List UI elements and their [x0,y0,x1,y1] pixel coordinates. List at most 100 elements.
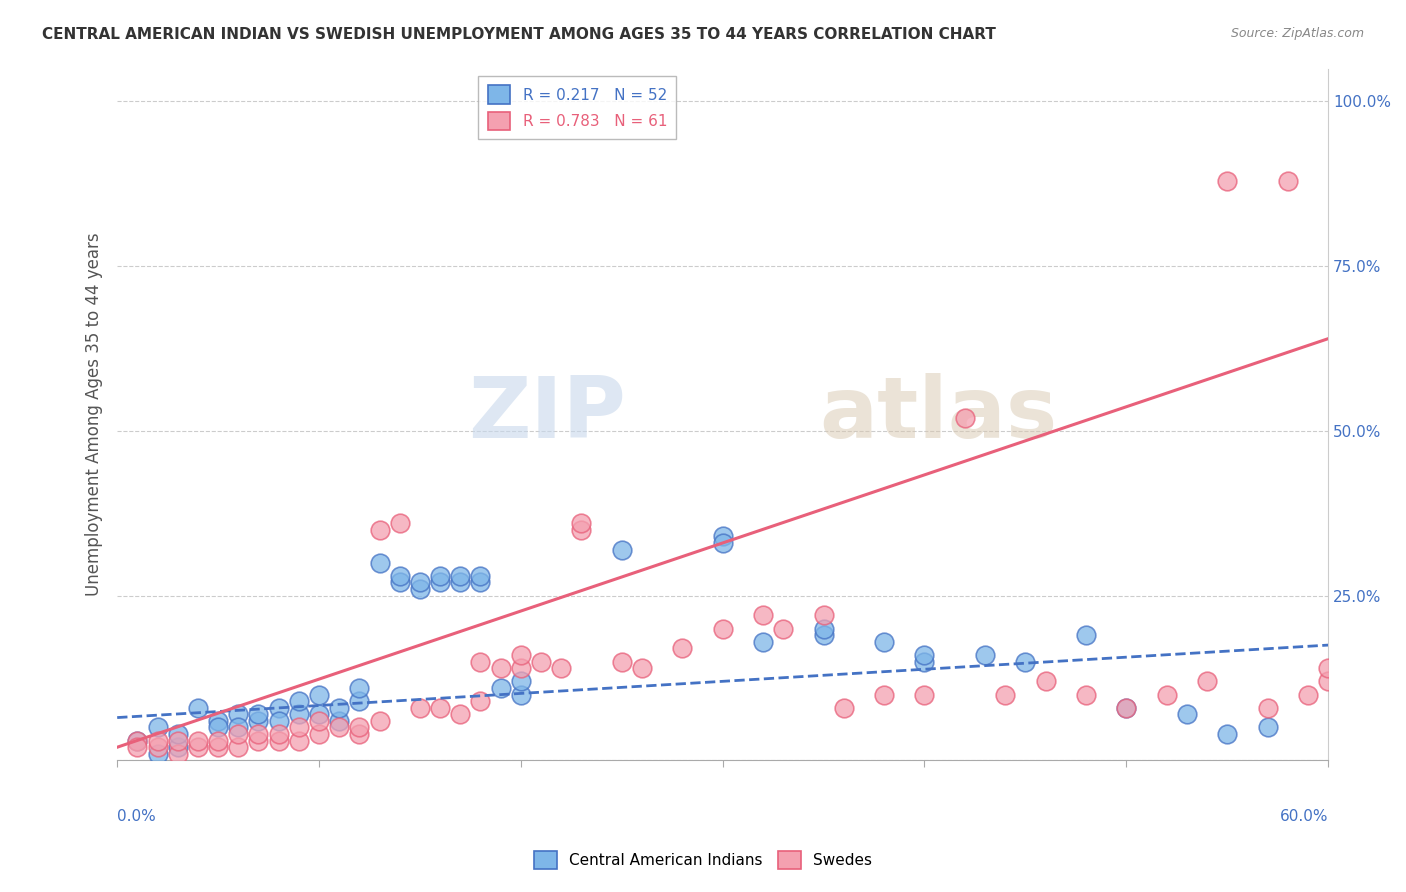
Point [127,733,149,747]
Point [509,688,531,702]
Point [1317,661,1340,675]
Point [914,655,936,669]
Point [146,733,169,747]
Point [873,634,896,648]
Legend: Central American Indians, Swedes: Central American Indians, Swedes [527,845,879,875]
Point [711,529,734,543]
Point [226,727,249,741]
Point [550,661,572,675]
Point [127,740,149,755]
Point [610,542,633,557]
Point [166,747,188,761]
Point [207,714,229,728]
Point [146,740,169,755]
Point [288,707,311,722]
Point [671,641,693,656]
Point [449,569,471,583]
Point [1035,674,1057,689]
Point [187,740,209,755]
Point [267,733,290,747]
Point [914,688,936,702]
Point [308,714,330,728]
Point [166,733,188,747]
Text: atlas: atlas [820,373,1057,456]
Point [409,582,432,596]
Point [349,721,371,735]
Point [349,694,371,708]
Point [409,700,432,714]
Point [1317,674,1340,689]
Point [207,721,229,735]
Point [1216,727,1239,741]
Point [267,714,290,728]
Point [974,648,997,662]
Text: ZIP: ZIP [468,373,626,456]
Point [328,714,350,728]
Point [308,727,330,741]
Point [226,740,249,755]
Point [409,575,432,590]
Point [429,575,451,590]
Point [388,569,411,583]
Point [187,700,209,714]
Point [1115,700,1137,714]
Point [509,661,531,675]
Text: CENTRAL AMERICAN INDIAN VS SWEDISH UNEMPLOYMENT AMONG AGES 35 TO 44 YEARS CORREL: CENTRAL AMERICAN INDIAN VS SWEDISH UNEMP… [42,27,995,42]
Point [509,674,531,689]
Point [187,733,209,747]
Point [571,523,593,537]
Point [711,536,734,550]
Point [813,622,835,636]
Point [1257,721,1279,735]
Point [832,700,855,714]
Point [813,628,835,642]
Point [470,575,492,590]
Point [368,523,391,537]
Point [308,707,330,722]
Text: 60.0%: 60.0% [1279,809,1329,824]
Point [127,733,149,747]
Point [953,410,976,425]
Point [509,648,531,662]
Point [610,655,633,669]
Point [166,727,188,741]
Point [368,556,391,570]
Point [349,681,371,695]
Point [226,707,249,722]
Point [349,727,371,741]
Point [470,655,492,669]
Point [1195,674,1218,689]
Point [247,714,270,728]
Point [207,740,229,755]
Point [1257,700,1279,714]
Point [873,688,896,702]
Point [1074,688,1097,702]
Point [449,707,471,722]
Point [813,608,835,623]
Point [1014,655,1036,669]
Point [288,721,311,735]
Point [994,688,1017,702]
Point [489,681,512,695]
Point [571,516,593,531]
Point [267,727,290,741]
Point [328,721,350,735]
Point [1296,688,1319,702]
Point [914,648,936,662]
Point [247,727,270,741]
Point [288,694,311,708]
Point [308,688,330,702]
Point [530,655,553,669]
Point [146,747,169,761]
Point [328,700,350,714]
Text: Source: ZipAtlas.com: Source: ZipAtlas.com [1230,27,1364,40]
Text: 0.0%: 0.0% [117,809,156,824]
Point [146,721,169,735]
Point [1156,688,1178,702]
Point [1175,707,1198,722]
Point [429,700,451,714]
Y-axis label: Unemployment Among Ages 35 to 44 years: Unemployment Among Ages 35 to 44 years [86,233,103,596]
Point [752,608,775,623]
Point [226,721,249,735]
Point [207,733,229,747]
